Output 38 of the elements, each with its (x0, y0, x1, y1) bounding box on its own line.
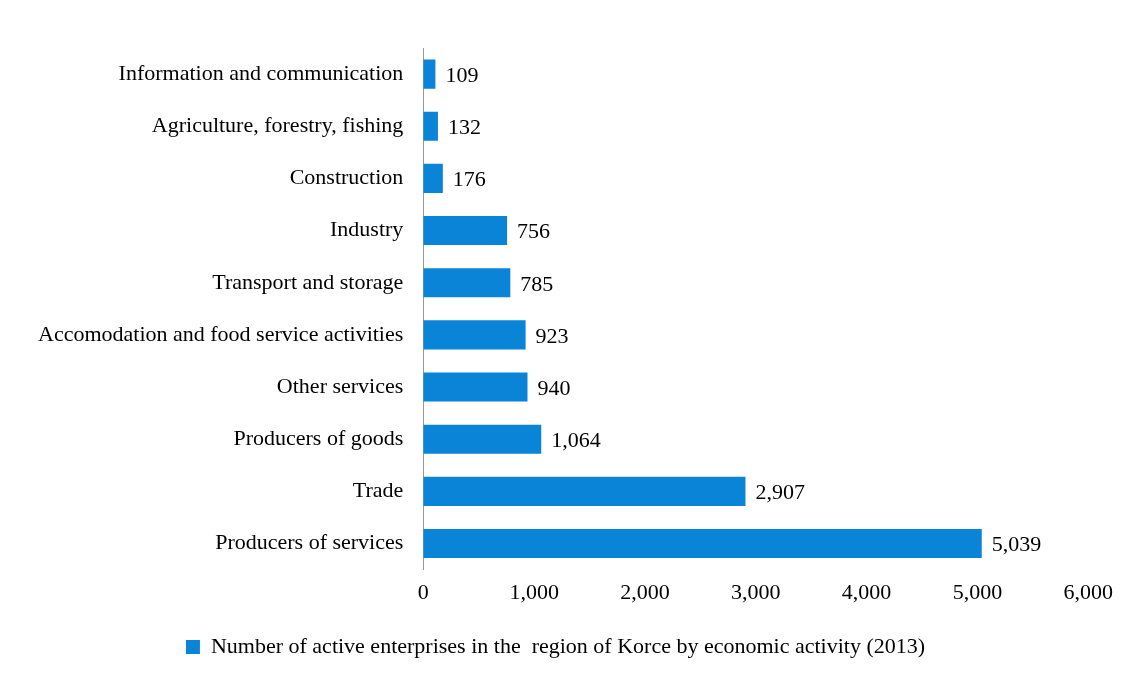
data-label: 109 (445, 61, 479, 87)
x-tick-label: 0 (417, 578, 429, 604)
bar (423, 268, 511, 298)
bar (423, 163, 443, 193)
bar (423, 476, 746, 506)
x-tick-label: 4,000 (841, 578, 892, 604)
x-tick-label: 3,000 (731, 578, 781, 604)
data-label: 2,907 (755, 479, 805, 505)
y-tick-label: Trade (352, 477, 404, 503)
bar (423, 424, 542, 454)
x-tick-label: 5,000 (952, 578, 1003, 604)
data-label: 756 (517, 218, 551, 244)
bar (423, 372, 528, 402)
x-tick-label: 1,000 (509, 578, 559, 604)
data-label: 785 (520, 270, 554, 296)
bar (423, 111, 438, 141)
data-label: 940 (537, 374, 571, 400)
data-label: 132 (447, 114, 481, 140)
data-label: 176 (452, 166, 486, 192)
y-tick-label: Agriculture, forestry, fishing (151, 112, 404, 138)
bar (423, 320, 526, 350)
data-label: 1,064 (551, 426, 601, 452)
y-tick-label: Accomodation and food service activities (37, 320, 404, 346)
y-tick-label: Transport and storage (212, 268, 404, 294)
bar (423, 528, 982, 559)
y-tick-label: Producers of goods (233, 424, 404, 450)
y-tick-label: Producers of services (215, 529, 404, 555)
y-tick-label: Construction (289, 164, 404, 190)
y-tick-label: Information and communication (118, 59, 404, 85)
bar (423, 59, 436, 89)
legend-label: Number of active enterprises in the region of Korce by economic activity (2013) (210, 632, 926, 658)
x-tick-label: 2,000 (620, 578, 670, 604)
data-label: 923 (535, 322, 569, 348)
x-tick-label: 6,000 (1063, 578, 1113, 604)
y-tick-label: Other services (276, 372, 404, 398)
bar (423, 216, 508, 246)
y-tick-label: Industry (329, 216, 404, 242)
data-label: 5,039 (991, 531, 1042, 557)
